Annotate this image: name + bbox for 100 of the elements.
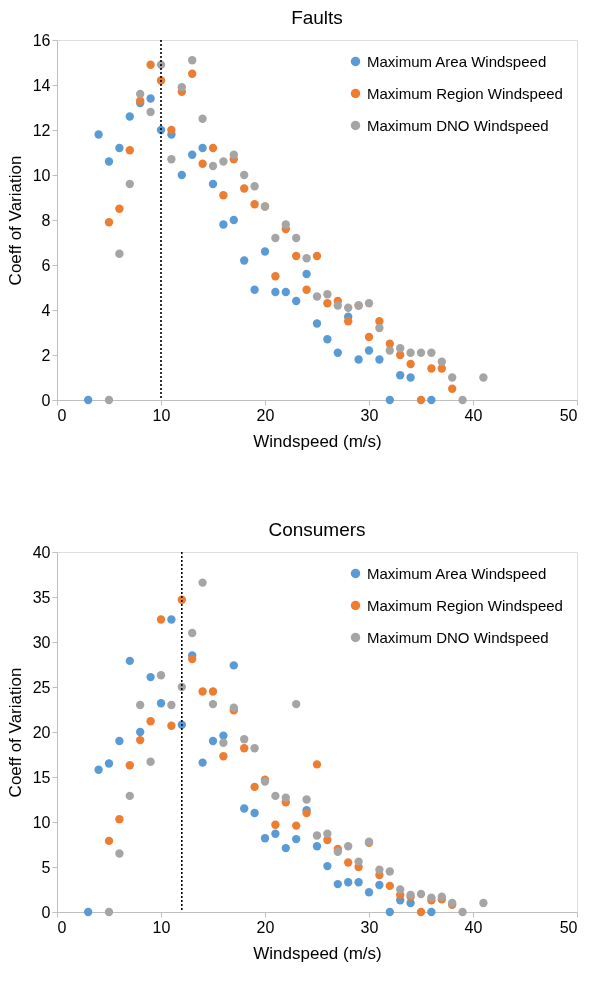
y-tick-label: 4 <box>41 301 51 319</box>
point <box>396 371 405 380</box>
point <box>177 83 186 92</box>
x-tick-label: 0 <box>57 406 67 424</box>
point <box>271 272 280 281</box>
point <box>125 761 134 770</box>
point <box>188 628 197 638</box>
x-tick-label: 40 <box>464 406 483 424</box>
y-tick-label: 15 <box>32 768 51 786</box>
point <box>364 299 374 308</box>
point <box>416 889 426 899</box>
point <box>364 888 374 897</box>
point <box>281 793 290 802</box>
point <box>104 759 114 768</box>
point <box>125 146 134 155</box>
point <box>250 782 259 792</box>
point <box>427 395 436 405</box>
point <box>188 56 197 65</box>
x-tick-label: 50 <box>559 406 578 424</box>
point <box>292 821 301 830</box>
point <box>396 344 405 353</box>
point <box>136 89 145 99</box>
point <box>146 107 155 117</box>
point <box>416 348 426 357</box>
y-tick-label: 2 <box>41 346 51 364</box>
point <box>115 815 124 824</box>
point <box>427 364 436 373</box>
point <box>125 179 134 189</box>
x-tick-label: 10 <box>152 918 171 936</box>
point <box>208 179 218 189</box>
y-tick-label: 5 <box>41 858 51 876</box>
point <box>302 269 311 279</box>
point <box>344 842 353 851</box>
point <box>437 357 446 366</box>
point <box>177 170 186 180</box>
point <box>156 615 166 624</box>
point <box>240 735 249 744</box>
point <box>260 247 270 256</box>
point <box>198 159 207 168</box>
x-axis-title: Windspeed (m/s) <box>253 431 382 451</box>
y-tick-label: 8 <box>41 211 51 229</box>
point <box>385 867 394 876</box>
x-axis-title: Windspeed (m/s) <box>253 943 382 963</box>
point <box>219 731 228 740</box>
point <box>250 808 259 818</box>
point <box>146 672 155 682</box>
point <box>104 907 114 917</box>
legend-label: Maximum Region Windspeed <box>367 596 563 614</box>
point <box>229 150 238 159</box>
point <box>333 301 342 310</box>
point <box>292 699 301 709</box>
y-tick-label: 40 <box>32 543 51 561</box>
point <box>406 373 415 382</box>
point <box>167 155 176 164</box>
legend-label: Maximum Area Windspeed <box>367 564 547 582</box>
y-tick-label: 30 <box>32 633 51 651</box>
point <box>250 744 259 753</box>
point <box>292 233 301 243</box>
point <box>104 157 114 166</box>
point <box>364 332 374 342</box>
point <box>219 752 228 761</box>
chart-title: Consumers <box>268 519 366 540</box>
point <box>115 736 124 746</box>
x-tick-label: 10 <box>152 406 171 424</box>
point <box>323 290 332 299</box>
point <box>385 907 394 917</box>
y-axis-title: Coeff of Variation <box>5 667 25 798</box>
y-tick-label: 35 <box>32 588 51 606</box>
point <box>115 143 124 153</box>
point <box>229 215 238 225</box>
point <box>260 834 270 843</box>
point <box>156 671 166 680</box>
point <box>136 700 145 710</box>
point <box>479 373 488 382</box>
y-tick-label: 0 <box>41 903 51 921</box>
point <box>364 346 374 355</box>
point <box>167 615 176 624</box>
legend-label: Maximum DNO Windspeed <box>367 628 549 646</box>
y-tick-label: 6 <box>41 256 51 274</box>
point <box>115 849 124 858</box>
point <box>323 829 332 838</box>
legend-label: Maximum DNO Windspeed <box>367 116 549 134</box>
point <box>240 184 249 193</box>
point <box>271 791 280 801</box>
point <box>219 738 228 747</box>
chart-title: Faults <box>291 7 343 28</box>
point <box>312 319 322 328</box>
point <box>312 842 322 851</box>
point <box>208 687 218 696</box>
point <box>354 857 363 866</box>
point <box>115 204 124 213</box>
point <box>323 861 332 871</box>
point <box>479 898 488 908</box>
x-tick-label: 0 <box>57 918 67 936</box>
point <box>458 395 467 405</box>
legend-label: Maximum Area Windspeed <box>367 52 547 70</box>
point <box>94 765 103 774</box>
point <box>448 384 457 393</box>
point <box>136 735 145 745</box>
x-tick-label: 40 <box>464 918 483 936</box>
